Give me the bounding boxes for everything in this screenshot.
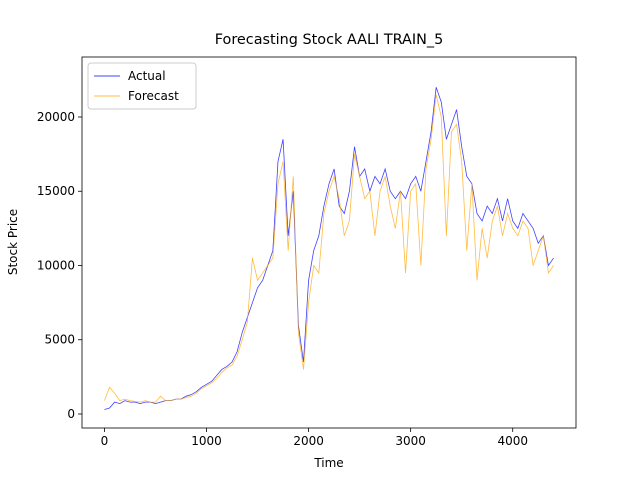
y-axis-label: Stock Price xyxy=(6,209,20,275)
y-tick-label: 5000 xyxy=(44,333,75,347)
x-tick-label: 0 xyxy=(101,434,109,448)
y-tick-label: 0 xyxy=(67,407,75,421)
y-tick-label: 20000 xyxy=(37,110,75,124)
x-tick-label: 1000 xyxy=(191,434,222,448)
legend-label: Forecast xyxy=(128,89,179,103)
x-axis-label: Time xyxy=(313,456,343,470)
plot-area xyxy=(104,87,554,410)
x-tick-label: 3000 xyxy=(395,434,426,448)
x-tick-label: 2000 xyxy=(293,434,324,448)
y-tick-label: 10000 xyxy=(37,258,75,272)
axes-frame xyxy=(81,56,577,429)
chart-title: Forecasting Stock AALI TRAIN_5 xyxy=(215,32,443,48)
x-tick-label: 4000 xyxy=(497,434,528,448)
y-tick-label: 15000 xyxy=(37,184,75,198)
legend-label: Actual xyxy=(128,69,166,83)
legend-box xyxy=(87,62,197,110)
series-line xyxy=(104,94,554,403)
